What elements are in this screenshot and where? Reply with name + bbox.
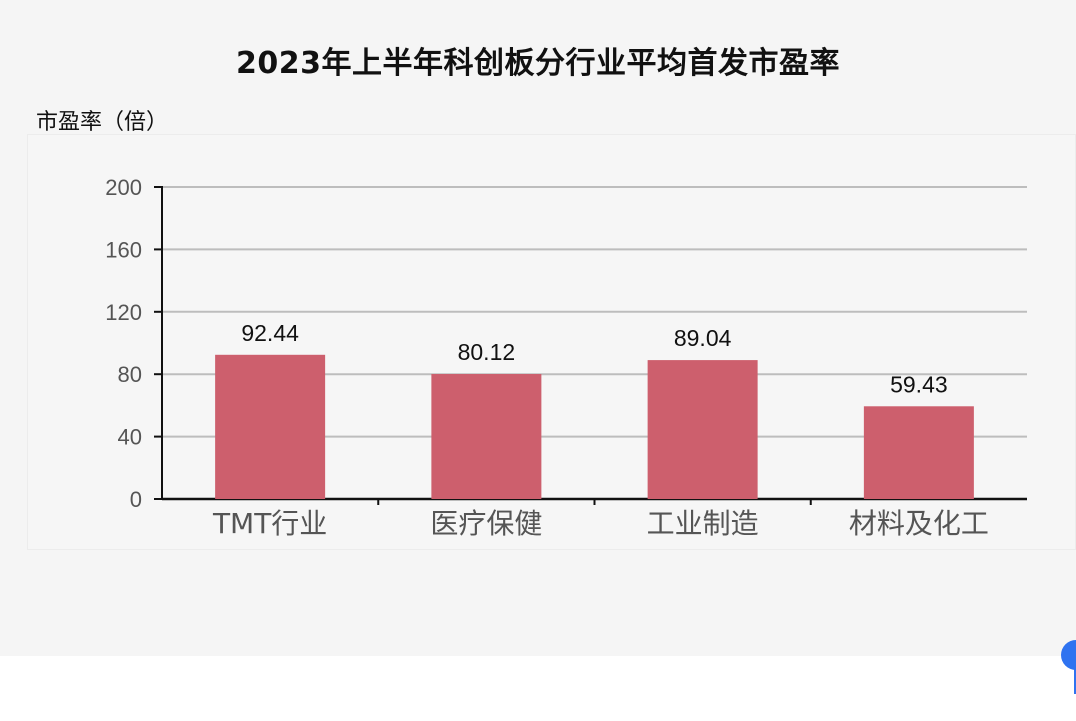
x-tick-label: 工业制造 — [647, 507, 759, 540]
bar-value-label: 59.43 — [890, 371, 948, 397]
x-tick-label: 医疗保健 — [430, 507, 542, 540]
floating-action-dot[interactable] — [1061, 640, 1076, 670]
bar-value-label: 92.44 — [241, 320, 299, 346]
x-tick-label: 材料及化工 — [849, 507, 989, 540]
bar-value-label: 89.04 — [674, 325, 732, 351]
y-axis-label: 市盈率（倍） — [36, 110, 169, 135]
y-tick-label: 0 — [130, 487, 142, 512]
y-tick-label: 80 — [118, 362, 142, 387]
bar — [647, 360, 758, 499]
y-tick-label: 160 — [105, 237, 142, 262]
y-tick-label: 40 — [118, 425, 142, 450]
bar — [863, 406, 974, 499]
y-tick-label: 120 — [105, 300, 142, 325]
bar — [215, 354, 326, 499]
y-tick-label: 200 — [105, 175, 142, 200]
x-tick-label: TMT行业 — [212, 507, 327, 540]
bar-value-label: 80.12 — [458, 339, 516, 365]
bar — [431, 374, 542, 499]
chart-title: 2023年上半年科创板分行业平均首发市盈率 — [236, 46, 840, 81]
scroll-indicator[interactable] — [1074, 668, 1076, 694]
